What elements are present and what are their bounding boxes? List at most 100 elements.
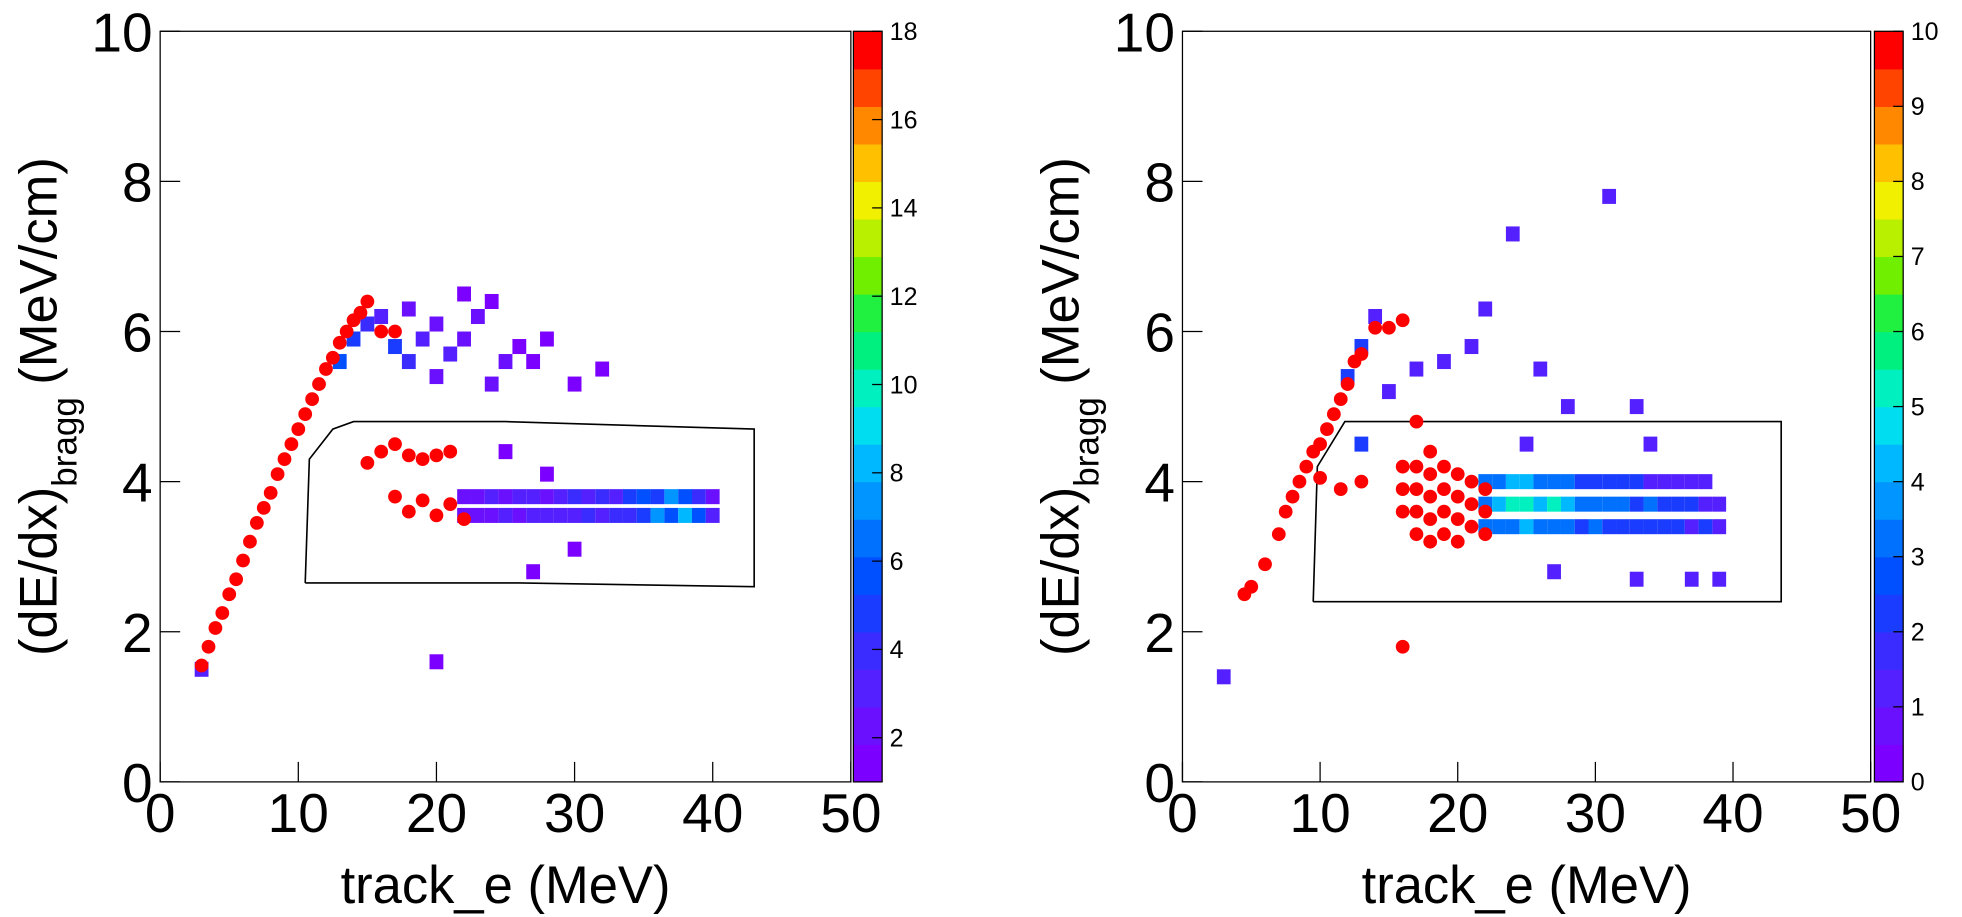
marker	[319, 362, 333, 376]
hist-cell	[1547, 496, 1561, 512]
marker	[270, 467, 285, 482]
hist-cell	[1368, 309, 1383, 325]
marker	[1478, 504, 1493, 519]
colorbar-band	[1874, 481, 1904, 520]
hist-cell	[470, 489, 485, 505]
hist-cell	[1602, 474, 1617, 490]
hist-cell	[1616, 519, 1630, 535]
hist-cell	[1574, 474, 1589, 490]
hist-cell	[1519, 519, 1534, 535]
marker	[1450, 512, 1465, 527]
marker	[277, 452, 292, 467]
marker	[305, 392, 320, 406]
z-tick-label: 4	[890, 636, 904, 664]
x-tick-label: 50	[1840, 782, 1901, 844]
hist-cell	[664, 489, 679, 505]
hist-cell	[1464, 339, 1479, 355]
marker	[1423, 444, 1438, 459]
hist-cell	[1492, 496, 1506, 512]
y-tick-label: 4	[122, 452, 153, 514]
z-tick-label: 9	[1911, 93, 1925, 121]
marker	[374, 324, 389, 339]
marker	[222, 587, 237, 602]
hist-cell	[1519, 496, 1534, 512]
marker	[208, 621, 223, 635]
marker	[1395, 482, 1410, 497]
marker	[1437, 504, 1451, 519]
marker	[415, 452, 430, 467]
z-tick-label: 2	[1911, 619, 1925, 647]
hist-cell	[609, 507, 623, 523]
y-label-main: (dE/dx)	[1032, 487, 1091, 656]
hist-cell	[595, 361, 610, 377]
hist-cell	[512, 507, 527, 523]
hist-cell	[650, 489, 665, 505]
marker	[360, 455, 375, 470]
y-label-unit: (MeV/cm)	[9, 157, 68, 385]
marker	[443, 497, 458, 512]
z-tick-label: 10	[890, 371, 918, 399]
colorbar-band	[1874, 293, 1904, 333]
hist-cell	[498, 507, 513, 523]
hist-cell	[678, 489, 693, 505]
colorbar-band	[853, 293, 883, 333]
marker	[1271, 527, 1286, 542]
hist-cell	[567, 376, 582, 392]
marker	[1395, 639, 1410, 654]
hist-cell	[374, 309, 389, 325]
marker	[1450, 489, 1465, 504]
hist-cell	[567, 507, 582, 523]
hist-cell	[470, 507, 485, 523]
hist-cell	[526, 564, 541, 580]
hist-cell	[1712, 519, 1727, 535]
marker	[1368, 320, 1383, 335]
colorbar-band	[1874, 106, 1904, 145]
hist-cell	[705, 507, 720, 523]
hist-cell	[1602, 188, 1617, 204]
marker	[263, 486, 278, 500]
marker	[243, 534, 257, 549]
marker	[201, 639, 216, 654]
hist-cell	[388, 339, 402, 355]
hist-cell	[457, 489, 471, 505]
marker	[256, 501, 271, 515]
marker	[1409, 527, 1424, 542]
marker	[194, 658, 209, 673]
hist-cell	[1574, 496, 1589, 512]
colorbar-band	[1874, 218, 1904, 258]
hist-cell	[595, 489, 610, 505]
hist-cell	[1684, 571, 1699, 587]
hist-cell	[526, 489, 541, 505]
marker	[229, 572, 244, 587]
colorbar-band	[1874, 444, 1904, 483]
y-tick-label: 0	[122, 752, 153, 814]
z-tick-label: 5	[1911, 393, 1925, 421]
marker	[353, 305, 368, 320]
hist-cell	[692, 507, 706, 523]
marker	[388, 489, 402, 504]
marker	[1313, 471, 1327, 485]
marker	[291, 422, 306, 436]
hist-cell	[1643, 496, 1658, 512]
hist-cell	[401, 301, 416, 317]
hist-cell	[540, 466, 554, 482]
y-tick-label: 4	[1144, 452, 1175, 514]
marker	[1299, 459, 1314, 474]
z-tick-label: 7	[1911, 243, 1925, 271]
y-axis-label: (dE/dx)bragg (MeV/cm)	[1032, 157, 1107, 656]
marker	[1478, 527, 1493, 542]
plot-frame	[159, 30, 852, 783]
colorbar-band	[853, 406, 883, 445]
marker	[1409, 414, 1424, 429]
plot-frame	[1181, 30, 1872, 783]
x-tick-label: 10	[1289, 782, 1350, 844]
hist-cell	[484, 489, 499, 505]
hist-cell	[1547, 519, 1561, 535]
hist-cell	[360, 316, 375, 332]
colorbar-band	[1874, 556, 1904, 595]
marker	[1423, 467, 1438, 482]
marker	[215, 606, 230, 620]
x-tick-label: 0	[145, 782, 176, 844]
hist-cell	[622, 489, 637, 505]
